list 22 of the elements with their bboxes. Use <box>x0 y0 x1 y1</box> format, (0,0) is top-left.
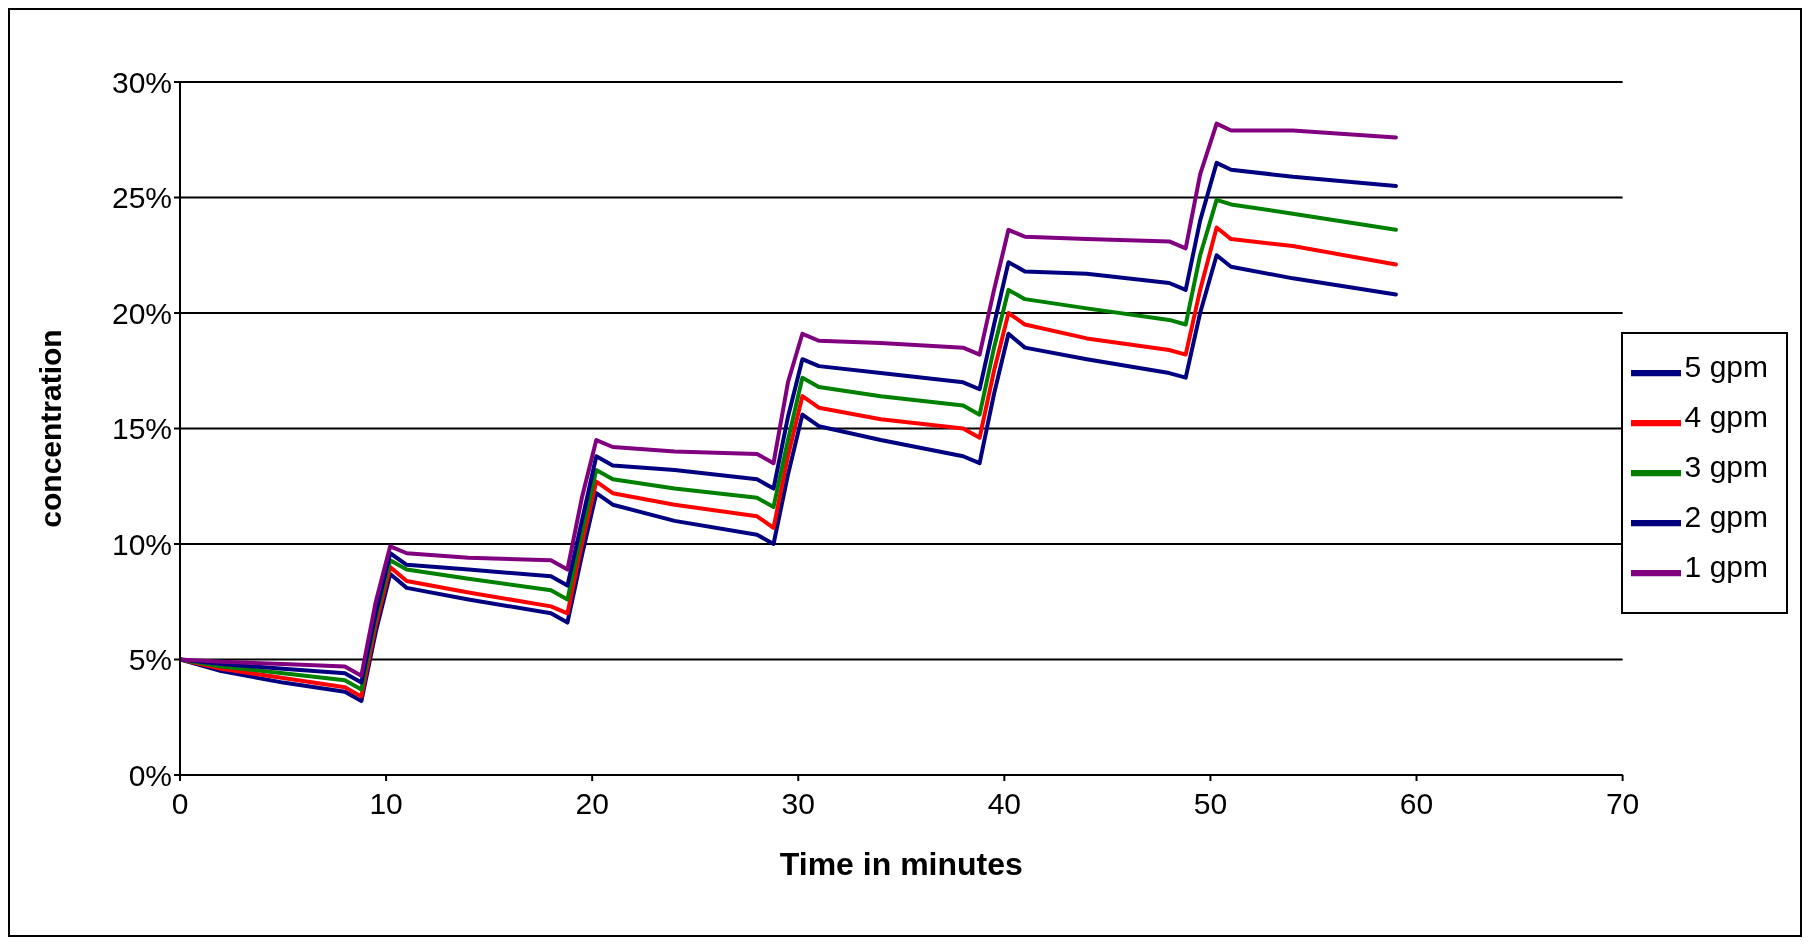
x-tick-label: 10 <box>369 787 403 821</box>
x-tick-label: 40 <box>987 787 1022 821</box>
y-axis-title: concentration <box>33 329 67 528</box>
y-tick-label: 10% <box>111 527 172 561</box>
legend-label: 5 gpm <box>1684 349 1768 383</box>
y-tick-label: 15% <box>111 412 172 446</box>
x-tick-label: 60 <box>1399 787 1434 821</box>
legend-label: 4 gpm <box>1684 399 1768 433</box>
x-tick-label: 70 <box>1605 787 1640 821</box>
y-tick-label: 25% <box>111 181 172 215</box>
x-tick-label: 0 <box>171 787 189 821</box>
y-tick-label: 0% <box>128 758 172 792</box>
legend-label: 2 gpm <box>1684 499 1768 533</box>
legend-label: 1 gpm <box>1684 549 1768 583</box>
y-tick-label: 20% <box>111 296 172 330</box>
y-tick-label: 5% <box>128 643 172 677</box>
x-tick-label: 30 <box>781 787 815 821</box>
x-tick-label: 50 <box>1193 787 1228 821</box>
x-axis-title: Time in minutes <box>779 846 1023 882</box>
x-tick-label: 20 <box>575 787 609 821</box>
legend-label: 3 gpm <box>1684 449 1768 483</box>
y-tick-label: 30% <box>111 65 172 99</box>
